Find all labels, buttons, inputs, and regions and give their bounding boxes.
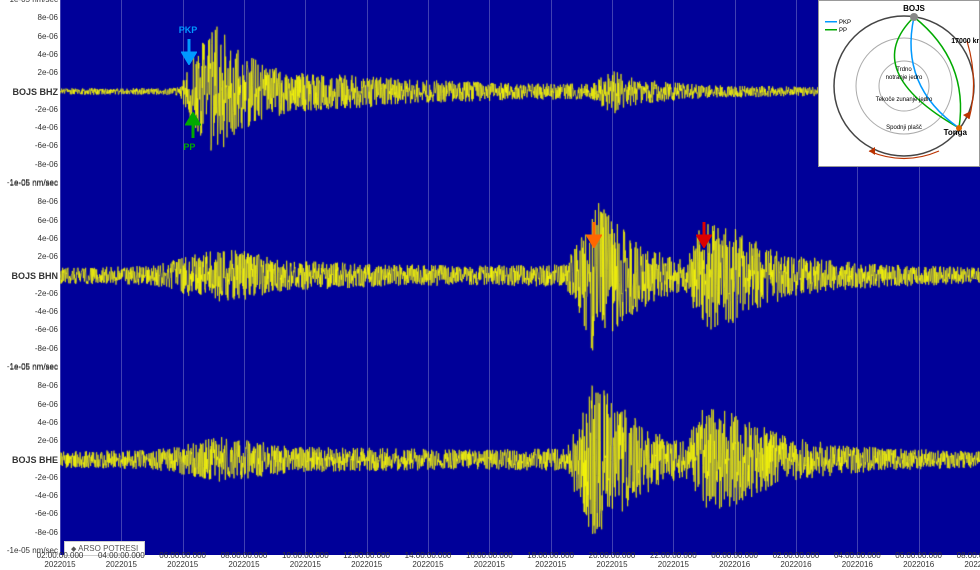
channel-label: BOJS BHE — [0, 455, 58, 465]
phase-arrow — [185, 112, 201, 140]
y-tick: 2e-06 — [0, 437, 58, 445]
phase-arrow — [696, 220, 712, 248]
x-tick: 18:00:00.0002022015 — [527, 552, 574, 570]
x-tick: 20:00:00.0002022015 — [589, 552, 636, 570]
y-tick: 1e-05 nm/sec — [0, 180, 58, 188]
x-tick: 06:00:00.0002022015 — [159, 552, 206, 570]
x-tick: 08:00:00.0002022015 — [221, 552, 268, 570]
y-tick: 6e-06 — [0, 33, 58, 41]
inset-layer-1: Tekoče zunanje jedro — [876, 97, 933, 103]
y-tick: 4e-06 — [0, 235, 58, 243]
x-tick: 06:00:00.0002022016 — [895, 552, 942, 570]
x-tick: 02:00:00.0002022016 — [773, 552, 820, 570]
y-tick: -4e-06 — [0, 308, 58, 316]
y-tick: 2e-06 — [0, 69, 58, 77]
x-tick: 12:00:00.0002022015 — [343, 552, 390, 570]
x-tick: 00:00:00.0002022016 — [711, 552, 758, 570]
phase-label: PKP — [179, 25, 198, 35]
x-tick: 02:00:00.0002022015 — [37, 552, 84, 570]
y-tick: -4e-06 — [0, 492, 58, 500]
y-tick: 8e-06 — [0, 382, 58, 390]
inset-layer-2: Spodnji plašč — [886, 125, 922, 131]
inset-legend-1: PP — [839, 28, 847, 34]
y-tick: -8e-06 — [0, 161, 58, 169]
channel-label: BOJS BHZ — [0, 87, 58, 97]
x-tick: 08:00:00.0002022016 — [957, 552, 980, 570]
x-tick: 04:00:00.0002022015 — [98, 552, 145, 570]
y-tick: -6e-06 — [0, 510, 58, 518]
y-tick: -2e-06 — [0, 106, 58, 114]
earth-inset: BOJS Tonga 17000 km Trdno notranje jedro… — [818, 0, 980, 167]
y-tick: 2e-06 — [0, 253, 58, 261]
waveform-BOJS-BHE — [60, 368, 980, 551]
y-tick: 6e-06 — [0, 217, 58, 225]
y-tick: -2e-06 — [0, 290, 58, 298]
y-tick: 8e-06 — [0, 198, 58, 206]
phase-arrow — [181, 37, 197, 65]
x-tick: 04:00:00.0002022016 — [834, 552, 881, 570]
phase-label: PP — [183, 142, 195, 152]
inset-svg: BOJS Tonga 17000 km Trdno notranje jedro… — [819, 1, 979, 166]
waveform-BOJS-BHN — [60, 184, 980, 367]
x-tick: 10:00:00.0002022015 — [282, 552, 329, 570]
y-tick: 4e-06 — [0, 419, 58, 427]
y-tick: -8e-06 — [0, 345, 58, 353]
inset-legend-0: PKP — [839, 20, 851, 26]
channel-label: BOJS BHN — [0, 271, 58, 281]
inset-bojs: BOJS — [903, 4, 925, 13]
y-tick: -8e-06 — [0, 529, 58, 537]
x-tick: 16:00:00.0002022015 — [466, 552, 513, 570]
x-tick: 22:00:00.0002022015 — [650, 552, 697, 570]
x-tick: 14:00:00.0002022015 — [405, 552, 452, 570]
y-tick: 1e-05 nm/sec — [0, 364, 58, 372]
inset-layer-0: Trdno — [896, 67, 912, 73]
y-tick: -4e-06 — [0, 124, 58, 132]
y-tick: -6e-06 — [0, 326, 58, 334]
phase-arrow — [586, 220, 602, 248]
y-tick: 8e-06 — [0, 14, 58, 22]
inset-layer-0b: notranje jedro — [886, 75, 923, 81]
y-tick: 6e-06 — [0, 401, 58, 409]
y-tick: -6e-06 — [0, 142, 58, 150]
y-tick: -2e-06 — [0, 474, 58, 482]
y-tick: 4e-06 — [0, 51, 58, 59]
inset-tonga: Tonga — [944, 128, 968, 137]
y-tick: 1e-05 nm/sec — [0, 0, 58, 4]
inset-distance: 17000 km — [951, 38, 979, 45]
